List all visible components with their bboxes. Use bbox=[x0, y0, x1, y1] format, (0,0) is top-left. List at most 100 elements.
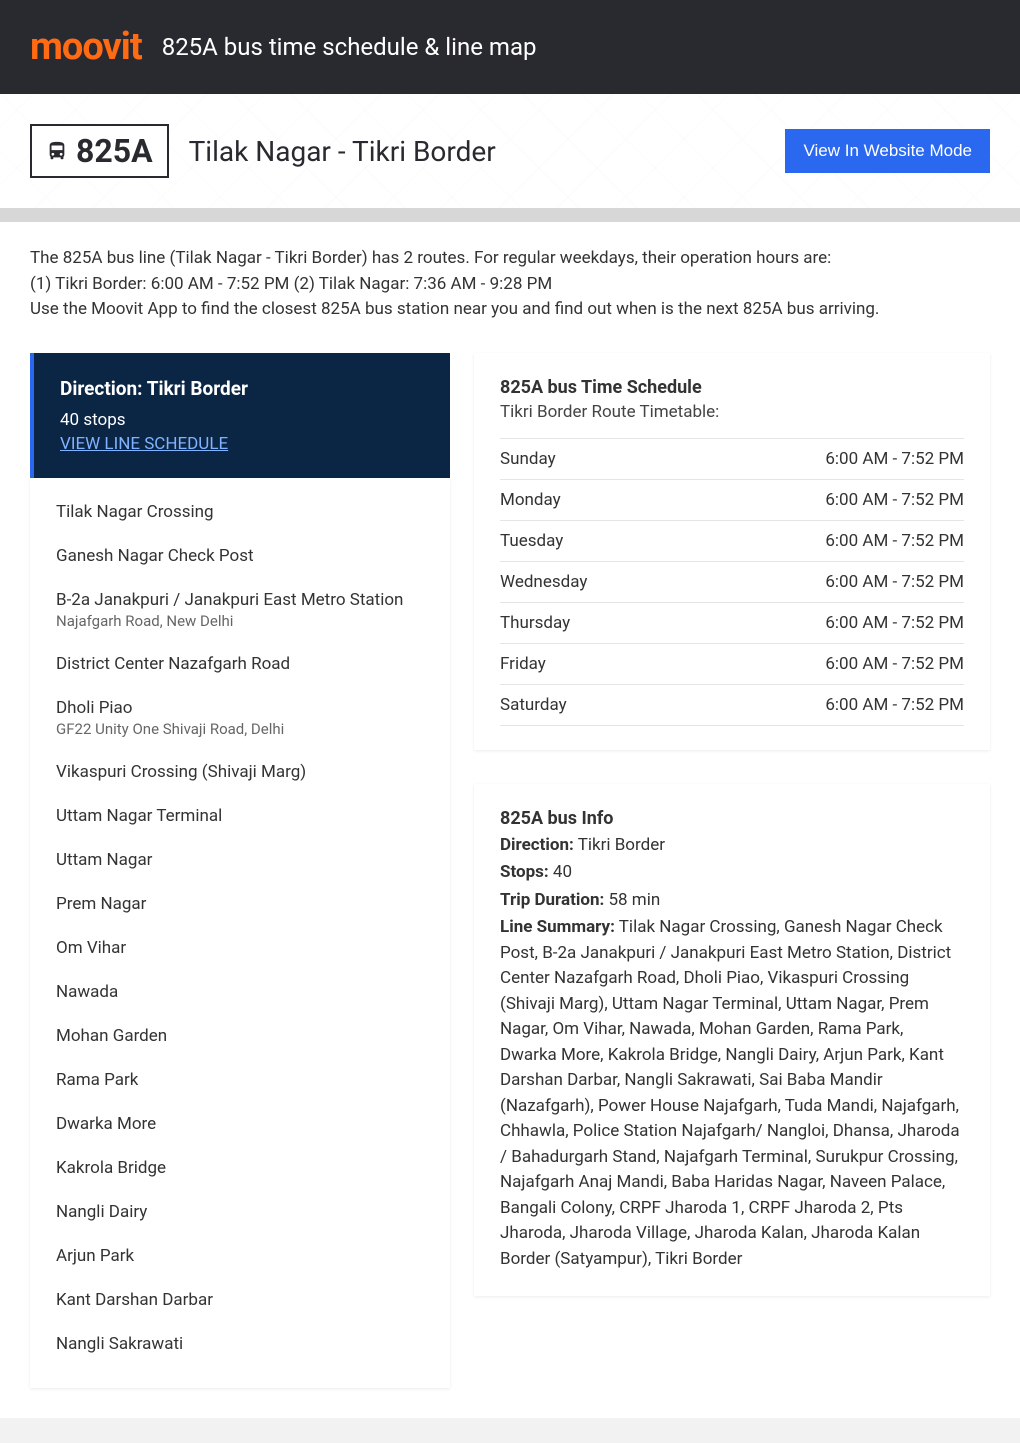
schedule-hours: 6:00 AM - 7:52 PM bbox=[679, 561, 964, 602]
route-header-section: 825A Tilak Nagar - Tikri Border View In … bbox=[0, 94, 1020, 222]
stop-item: Dholi Piao GF22 Unity One Shivaji Road, … bbox=[56, 698, 424, 738]
direction-card: Direction: Tikri Border 40 stops VIEW LI… bbox=[30, 353, 450, 478]
info-summary: Line Summary: Tilak Nagar Crossing, Gane… bbox=[500, 915, 964, 1272]
info-duration-value: 58 min bbox=[604, 890, 660, 910]
schedule-row: Wednesday6:00 AM - 7:52 PM bbox=[500, 561, 964, 602]
right-column: 825A bus Time Schedule Tikri Border Rout… bbox=[474, 353, 990, 1331]
view-website-button[interactable]: View In Website Mode bbox=[785, 129, 990, 173]
stop-item: Om Vihar bbox=[56, 938, 424, 958]
stop-item: Uttam Nagar bbox=[56, 850, 424, 870]
stop-name: Vikaspuri Crossing (Shivaji Marg) bbox=[56, 762, 424, 782]
schedule-hours: 6:00 AM - 7:52 PM bbox=[679, 438, 964, 479]
route-number: 825A bbox=[76, 132, 153, 170]
stop-item: Nangli Sakrawati bbox=[56, 1334, 424, 1354]
stop-name: Prem Nagar bbox=[56, 894, 424, 914]
stop-name: Kant Darshan Darbar bbox=[56, 1290, 424, 1310]
schedule-card: 825A bus Time Schedule Tikri Border Rout… bbox=[474, 353, 990, 750]
stops-card: Tilak Nagar Crossing Ganesh Nagar Check … bbox=[30, 478, 450, 1388]
stop-item: District Center Nazafgarh Road bbox=[56, 654, 424, 674]
schedule-row: Saturday6:00 AM - 7:52 PM bbox=[500, 684, 964, 725]
schedule-day: Friday bbox=[500, 643, 679, 684]
header-title: 825A bus time schedule & line map bbox=[162, 33, 537, 61]
info-direction: Direction: Tikri Border bbox=[500, 833, 964, 859]
stop-item: Arjun Park bbox=[56, 1246, 424, 1266]
stop-name: Kakrola Bridge bbox=[56, 1158, 424, 1178]
schedule-hours: 6:00 AM - 7:52 PM bbox=[679, 684, 964, 725]
stop-item: Mohan Garden bbox=[56, 1026, 424, 1046]
info-stops-label: Stops: bbox=[500, 862, 549, 882]
stop-item: Tilak Nagar Crossing bbox=[56, 502, 424, 522]
intro-section: The 825A bus line (Tilak Nagar - Tikri B… bbox=[0, 222, 1020, 353]
stop-name: Uttam Nagar Terminal bbox=[56, 806, 424, 826]
schedule-table: Sunday6:00 AM - 7:52 PM Monday6:00 AM - … bbox=[500, 438, 964, 726]
stop-name: Om Vihar bbox=[56, 938, 424, 958]
info-duration: Trip Duration: 58 min bbox=[500, 888, 964, 914]
intro-line: The 825A bus line (Tilak Nagar - Tikri B… bbox=[30, 246, 990, 272]
route-row: 825A Tilak Nagar - Tikri Border View In … bbox=[30, 124, 990, 178]
route-name: Tilak Nagar - Tikri Border bbox=[189, 135, 496, 168]
header-bar: moovit 825A bus time schedule & line map bbox=[0, 0, 1020, 94]
stop-name: Dwarka More bbox=[56, 1114, 424, 1134]
direction-subtitle: 40 stops bbox=[60, 410, 424, 430]
left-column: Direction: Tikri Border 40 stops VIEW LI… bbox=[30, 353, 450, 1388]
stop-address: Najafgarh Road, New Delhi bbox=[56, 612, 424, 630]
intro-line: (1) Tikri Border: 6:00 AM - 7:52 PM (2) … bbox=[30, 272, 990, 298]
info-summary-value: Tilak Nagar Crossing, Ganesh Nagar Check… bbox=[500, 917, 960, 1269]
info-summary-label: Line Summary: bbox=[500, 917, 615, 937]
stop-item: Dwarka More bbox=[56, 1114, 424, 1134]
stop-item: Kant Darshan Darbar bbox=[56, 1290, 424, 1310]
schedule-row: Thursday6:00 AM - 7:52 PM bbox=[500, 602, 964, 643]
stop-item: Uttam Nagar Terminal bbox=[56, 806, 424, 826]
info-title: 825A bus Info bbox=[500, 808, 964, 829]
view-schedule-link[interactable]: VIEW LINE SCHEDULE bbox=[60, 434, 228, 454]
schedule-row: Monday6:00 AM - 7:52 PM bbox=[500, 479, 964, 520]
info-stops-value: 40 bbox=[549, 862, 572, 882]
content-row: Direction: Tikri Border 40 stops VIEW LI… bbox=[0, 353, 1020, 1418]
schedule-hours: 6:00 AM - 7:52 PM bbox=[679, 643, 964, 684]
schedule-row: Sunday6:00 AM - 7:52 PM bbox=[500, 438, 964, 479]
direction-title: Direction: Tikri Border bbox=[60, 377, 424, 400]
stop-name: Nawada bbox=[56, 982, 424, 1002]
schedule-title: 825A bus Time Schedule bbox=[500, 377, 964, 398]
stop-name: Nangli Dairy bbox=[56, 1202, 424, 1222]
stop-name: Tilak Nagar Crossing bbox=[56, 502, 424, 522]
stop-name: Rama Park bbox=[56, 1070, 424, 1090]
info-stops: Stops: 40 bbox=[500, 860, 964, 886]
stop-item: Prem Nagar bbox=[56, 894, 424, 914]
stop-name: Dholi Piao bbox=[56, 698, 424, 718]
info-direction-value: Tikri Border bbox=[574, 835, 665, 855]
stop-name: Nangli Sakrawati bbox=[56, 1334, 424, 1354]
stop-name: District Center Nazafgarh Road bbox=[56, 654, 424, 674]
stop-name: Arjun Park bbox=[56, 1246, 424, 1266]
stop-item: Rama Park bbox=[56, 1070, 424, 1090]
info-duration-label: Trip Duration: bbox=[500, 890, 604, 910]
stop-item: Ganesh Nagar Check Post bbox=[56, 546, 424, 566]
intro-line: Use the Moovit App to find the closest 8… bbox=[30, 297, 990, 323]
schedule-day: Sunday bbox=[500, 438, 679, 479]
schedule-day: Thursday bbox=[500, 602, 679, 643]
stop-item: Kakrola Bridge bbox=[56, 1158, 424, 1178]
schedule-day: Saturday bbox=[500, 684, 679, 725]
schedule-row: Friday6:00 AM - 7:52 PM bbox=[500, 643, 964, 684]
stop-item: Vikaspuri Crossing (Shivaji Marg) bbox=[56, 762, 424, 782]
stop-name: B-2a Janakpuri / Janakpuri East Metro St… bbox=[56, 590, 424, 610]
schedule-day: Monday bbox=[500, 479, 679, 520]
stop-name: Uttam Nagar bbox=[56, 850, 424, 870]
info-direction-label: Direction: bbox=[500, 835, 574, 855]
stop-address: GF22 Unity One Shivaji Road, Delhi bbox=[56, 720, 424, 738]
stop-name: Ganesh Nagar Check Post bbox=[56, 546, 424, 566]
stop-name: Mohan Garden bbox=[56, 1026, 424, 1046]
schedule-day: Tuesday bbox=[500, 520, 679, 561]
info-card: 825A bus Info Direction: Tikri Border St… bbox=[474, 784, 990, 1297]
schedule-subtitle: Tikri Border Route Timetable: bbox=[500, 402, 964, 422]
schedule-day: Wednesday bbox=[500, 561, 679, 602]
schedule-row: Tuesday6:00 AM - 7:52 PM bbox=[500, 520, 964, 561]
schedule-hours: 6:00 AM - 7:52 PM bbox=[679, 479, 964, 520]
route-badge: 825A bbox=[30, 124, 169, 178]
schedule-hours: 6:00 AM - 7:52 PM bbox=[679, 520, 964, 561]
logo: moovit bbox=[30, 25, 142, 69]
stop-item: Nawada bbox=[56, 982, 424, 1002]
schedule-hours: 6:00 AM - 7:52 PM bbox=[679, 602, 964, 643]
bus-icon bbox=[46, 140, 68, 162]
route-left: 825A Tilak Nagar - Tikri Border bbox=[30, 124, 496, 178]
